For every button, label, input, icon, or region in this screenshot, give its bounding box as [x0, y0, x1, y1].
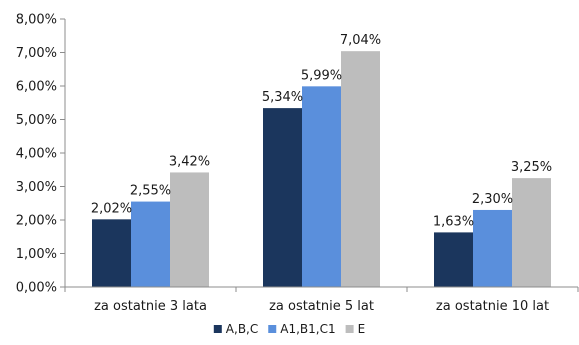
legend-item: E [345, 322, 366, 336]
legend-swatch [268, 325, 277, 333]
y-tick-label: 7,00% [16, 46, 57, 61]
data-label: 5,34% [262, 90, 303, 105]
bar [473, 209, 512, 287]
data-label: 1,63% [433, 214, 474, 229]
legend-item: A,B,C [213, 322, 258, 336]
x-axis: za ostatnie 3 lata za ostatnie 5 lat za os… [64, 286, 579, 314]
bar [92, 219, 131, 287]
legend-item: A1,B1,C1 [268, 322, 336, 336]
y-tick-label: 6,00% [16, 80, 57, 95]
data-label: 2,02% [91, 201, 132, 216]
bar [263, 108, 302, 287]
legend-label: A1,B1,C1 [280, 322, 335, 336]
y-tick-label: 0,00% [16, 281, 57, 296]
bar [170, 172, 209, 287]
data-label: 2,30% [472, 192, 513, 207]
y-tick-label: 3,00% [16, 180, 57, 195]
y-tick-label: 5,00% [16, 113, 57, 128]
x-category-label: za ostatnie 5 lat [269, 299, 374, 314]
data-label: 3,42% [169, 154, 210, 169]
y-tick-label: 4,00% [16, 147, 57, 162]
x-category-label: za ostatnie 3 lata [94, 299, 207, 314]
legend-swatch [345, 325, 354, 333]
bars [92, 51, 551, 288]
legend-swatch [213, 325, 222, 333]
legend-label: E [358, 322, 366, 336]
bar [302, 86, 341, 288]
x-category-label: za ostatnie 10 lat [436, 299, 549, 314]
data-label: 7,04% [340, 33, 381, 48]
bar [341, 51, 380, 287]
legend: A,B,C A1,B1,C1 E [213, 322, 366, 336]
bar [434, 232, 473, 287]
y-axis: 0,00% 1,00% 2,00% 3,00% 4,00% 5,00% 6,00% 7,00%… [16, 13, 66, 296]
data-labels: 2,02% 2,55% 3,42% 5,34% 5,99% 7,04% 1,63% 2,30%… [91, 33, 552, 229]
y-tick-label: 1,00% [16, 247, 57, 262]
y-tick-label: 8,00% [16, 13, 57, 28]
legend-label: A,B,C [226, 322, 258, 336]
y-tick-label: 2,00% [16, 214, 57, 229]
data-label: 5,99% [301, 68, 342, 83]
bar [512, 178, 551, 287]
bar [131, 201, 170, 287]
data-label: 3,25% [511, 160, 552, 175]
data-label: 2,55% [130, 184, 171, 199]
